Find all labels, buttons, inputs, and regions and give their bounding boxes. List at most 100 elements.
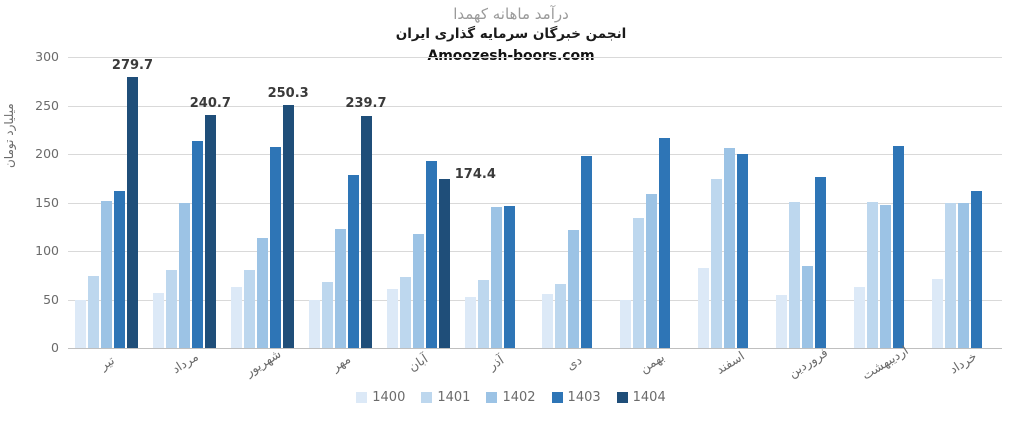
bar[interactable]: [711, 179, 723, 348]
chart-subtitle: انجمن خبرگان سرمایه گذاری ایران: [395, 26, 627, 42]
bar[interactable]: [892, 146, 904, 348]
legend-item-1401[interactable]: 1401: [421, 390, 470, 405]
bar-data-label: 240.7: [189, 95, 231, 111]
bar[interactable]: [386, 288, 398, 348]
y-axis-tick-label: 150: [35, 194, 59, 210]
y-axis-tick-label: 250: [35, 97, 59, 113]
bar[interactable]: [957, 202, 969, 348]
gridline-100: [68, 251, 1002, 252]
bar-data-label: 239.7: [345, 96, 387, 112]
gridline-150: [68, 202, 1002, 204]
y-axis-tick-label: 300: [35, 49, 59, 64]
bar[interactable]: [192, 141, 204, 348]
bar-group: [464, 57, 528, 348]
bar[interactable]: [347, 175, 359, 348]
bar[interactable]: [775, 294, 787, 348]
legend-label: 1401: [437, 390, 471, 405]
legend-label: 1400: [372, 390, 406, 405]
bar[interactable]: [788, 201, 800, 348]
bar-group: [386, 57, 450, 348]
bar-data-label: 250.3: [267, 86, 309, 102]
legend-label: 1403: [567, 390, 601, 405]
bar[interactable]: [866, 201, 878, 348]
bar[interactable]: [231, 286, 243, 348]
bar[interactable]: [321, 282, 333, 348]
bar[interactable]: [270, 147, 282, 348]
bar[interactable]: [114, 190, 126, 348]
bar[interactable]: [698, 267, 710, 348]
bar[interactable]: [620, 299, 632, 348]
y-axis-tick-label: 0: [51, 340, 59, 355]
bar[interactable]: [581, 155, 593, 348]
legend-swatch-icon: [421, 392, 433, 403]
bar-group: [75, 57, 139, 348]
bar[interactable]: [646, 193, 658, 348]
bar[interactable]: [944, 203, 956, 348]
bar[interactable]: [724, 148, 736, 348]
bar[interactable]: [425, 160, 437, 348]
y-axis-title: میلیارد تومان: [2, 103, 16, 168]
bar[interactable]: [75, 300, 87, 348]
bar[interactable]: [360, 115, 372, 348]
y-axis-tick-label: 100: [35, 243, 59, 258]
bar-group: [153, 57, 217, 348]
bar[interactable]: [503, 206, 515, 348]
bar[interactable]: [853, 286, 865, 348]
bar[interactable]: [737, 154, 749, 348]
bar[interactable]: [88, 276, 100, 348]
bar-group: [542, 57, 605, 348]
bar[interactable]: [399, 277, 411, 348]
gridline-200: [68, 154, 1002, 155]
bar[interactable]: [970, 190, 982, 348]
gridline-0: [68, 348, 1002, 349]
legend-item-1404[interactable]: 1404: [616, 390, 666, 405]
bar[interactable]: [555, 283, 567, 348]
bar[interactable]: [101, 200, 113, 348]
gridline-50: [68, 299, 1002, 301]
bar[interactable]: [879, 205, 891, 348]
bar[interactable]: [633, 218, 645, 348]
bar[interactable]: [542, 293, 554, 348]
bar[interactable]: [814, 177, 826, 348]
legend-item-1402[interactable]: 1402: [486, 390, 536, 405]
bar[interactable]: [153, 292, 165, 348]
bar-group: [620, 57, 683, 348]
bar[interactable]: [801, 265, 813, 348]
bar[interactable]: [568, 229, 580, 348]
legend-swatch-icon: [486, 392, 498, 403]
chart-legend: 1400 1401 1402 1403 1404: [0, 390, 1022, 405]
bar[interactable]: [283, 105, 295, 348]
bar[interactable]: [659, 138, 671, 348]
bar[interactable]: [464, 296, 476, 348]
bar[interactable]: [166, 270, 178, 348]
bar[interactable]: [179, 202, 191, 348]
bar[interactable]: [205, 114, 217, 348]
gridline-300: [68, 57, 1002, 58]
bar[interactable]: [438, 178, 450, 348]
bar-data-label: 174.4: [454, 166, 496, 182]
bar[interactable]: [490, 207, 502, 348]
legend-label: 1404: [632, 390, 666, 405]
legend-swatch-icon: [616, 392, 628, 403]
bar[interactable]: [412, 233, 424, 348]
legend-label: 1402: [502, 390, 536, 405]
bar-group: [931, 57, 995, 348]
legend-swatch-icon: [356, 392, 368, 403]
legend-item-1403[interactable]: 1403: [551, 390, 601, 405]
legend-item-1400[interactable]: 1400: [356, 390, 405, 405]
bar[interactable]: [257, 238, 269, 348]
bar-group: [698, 57, 761, 348]
bar[interactable]: [244, 270, 256, 348]
bar[interactable]: [308, 300, 320, 348]
bar[interactable]: [477, 280, 489, 348]
gridline-250: [68, 105, 1002, 107]
bar-group: [853, 57, 917, 348]
y-axis-tick-label: 50: [43, 291, 59, 307]
chart-title: درآمد ماهانه کهمدا: [453, 5, 569, 23]
bar[interactable]: [334, 228, 346, 348]
bar[interactable]: [931, 279, 943, 348]
bar-group: [231, 57, 295, 348]
bar-data-label: 279.7: [111, 57, 154, 73]
bar[interactable]: [127, 76, 139, 348]
